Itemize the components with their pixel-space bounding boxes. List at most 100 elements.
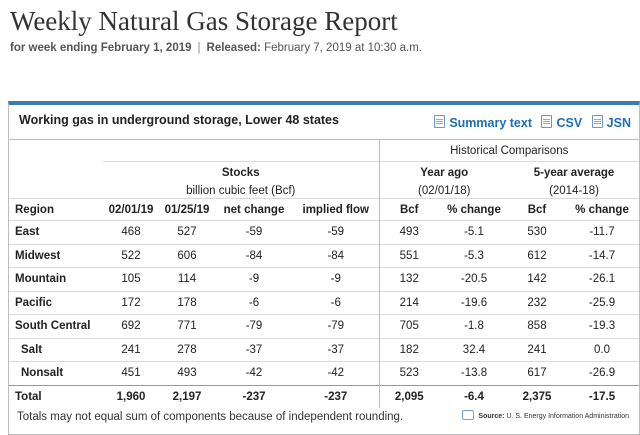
value-cell: -6	[215, 290, 293, 315]
value-cell: 493	[159, 361, 215, 385]
value-cell: -26.9	[565, 361, 639, 385]
value-cell: 172	[103, 290, 159, 315]
five-year-range: (2014-18)	[549, 184, 599, 197]
value-cell: -79	[293, 314, 379, 338]
value-cell: 527	[159, 220, 215, 244]
value-cell: -26.1	[565, 267, 639, 291]
document-icon	[591, 115, 603, 128]
value-cell: -59	[215, 220, 293, 244]
value-cell: -84	[215, 243, 293, 268]
value-cell: 2,375	[509, 384, 565, 408]
region-cell: East	[9, 220, 103, 244]
year-ago-header: Year ago	[378, 161, 509, 183]
table-row: Nonsalt 451 493 -42 -42 523 -13.8 617 -26.9	[9, 361, 639, 385]
value-cell: -84	[293, 243, 379, 268]
stocks-units: billion cubic feet (Bcf)	[186, 184, 296, 197]
value-cell: -13.8	[439, 361, 509, 385]
value-cell: 132	[378, 267, 439, 291]
value-cell: -37	[215, 337, 293, 362]
value-cell: 493	[378, 220, 439, 244]
table-row: Salt 241 278 -37 -37 182 32.4 241 0.0	[9, 337, 639, 362]
value-cell: -17.5	[565, 384, 639, 408]
table-row: Midwest 522 606 -84 -84 551 -5.3 612 -14.7	[9, 243, 639, 268]
value-cell: -6.4	[439, 384, 509, 408]
value-cell: 612	[509, 243, 565, 268]
document-icon	[541, 115, 553, 128]
column-header: % change	[565, 198, 639, 221]
historical-comparisons-header: Historical Comparisons	[378, 139, 639, 162]
csv-link[interactable]: CSV	[556, 116, 583, 130]
column-header: Bcf	[378, 198, 439, 221]
value-cell: 692	[103, 314, 159, 338]
separator: |	[197, 42, 201, 54]
region-cell: Mountain	[9, 267, 103, 291]
value-cell: 241	[509, 337, 565, 362]
storage-table: Historical Comparisons Stocks Year ago 5…	[9, 139, 639, 408]
source-credit: Source: U. S. Energy Information Adminis…	[462, 410, 629, 420]
table-row: Pacific 172 178 -6 -6 214 -19.6 232 -25.9	[9, 290, 639, 315]
value-cell: -59	[293, 220, 379, 244]
value-cell: 105	[103, 267, 159, 291]
table-row: South Central 692 771 -79 -79 705 -1.8 858 -19.3	[9, 314, 639, 338]
value-cell: -42	[293, 361, 379, 385]
page-title: Weekly Natural Gas Storage Report	[10, 6, 398, 36]
value-cell: 606	[159, 243, 215, 268]
value-cell: 705	[378, 314, 439, 338]
value-cell: -20.5	[439, 267, 509, 291]
value-cell: -237	[215, 384, 293, 408]
value-cell: 232	[509, 290, 565, 315]
storage-panel: Working gas in underground storage, Lowe…	[8, 101, 640, 435]
source-label: Source:	[478, 413, 505, 420]
value-cell: 241	[103, 337, 159, 362]
value-cell: 182	[378, 337, 439, 362]
value-cell: 858	[509, 314, 565, 338]
source-value: U. S. Energy Information Administration	[506, 413, 629, 420]
rounding-footnote: Totals may not equal sum of components b…	[17, 411, 404, 423]
value-cell: 551	[378, 243, 439, 268]
region-cell: Salt	[9, 337, 103, 362]
value-cell: -11.7	[565, 220, 639, 244]
column-header: 02/01/19	[103, 198, 159, 221]
value-cell: 142	[509, 267, 565, 291]
value-cell: 278	[159, 337, 215, 362]
summary-text-link[interactable]: Summary text	[449, 116, 532, 130]
value-cell: -237	[293, 384, 379, 408]
column-header: % change	[439, 198, 509, 221]
value-cell: 468	[103, 220, 159, 244]
table-row: Mountain 105 114 -9 -9 132 -20.5 142 -26.1	[9, 267, 639, 291]
region-cell: Total	[9, 384, 103, 408]
value-cell: -25.9	[565, 290, 639, 315]
column-header: Region	[9, 198, 103, 221]
value-cell: -6	[293, 290, 379, 315]
year-ago-date: (02/01/18)	[378, 183, 509, 199]
value-cell: 0.0	[565, 337, 639, 362]
region-cell: Midwest	[9, 243, 103, 268]
column-header: Bcf	[509, 198, 565, 221]
value-cell: 523	[378, 361, 439, 385]
value-cell: -5.3	[439, 243, 509, 268]
value-cell: -79	[215, 314, 293, 338]
value-cell: 451	[103, 361, 159, 385]
value-cell: 522	[103, 243, 159, 268]
value-cell: 2,095	[378, 384, 439, 408]
column-header: 01/25/19	[159, 198, 215, 221]
value-cell: -37	[293, 337, 379, 362]
region-cell: Pacific	[9, 290, 103, 315]
value-cell: -42	[215, 361, 293, 385]
stocks-header: Stocks	[103, 161, 379, 183]
value-cell: 114	[159, 267, 215, 291]
value-cell: 2,197	[159, 384, 215, 408]
document-icon	[434, 115, 446, 128]
value-cell: -9	[293, 267, 379, 291]
value-cell: 530	[509, 220, 565, 244]
value-cell: -14.7	[565, 243, 639, 268]
json-link[interactable]: JSN	[606, 116, 631, 130]
value-cell: -19.3	[565, 314, 639, 338]
column-header-row: Region 02/01/19 01/25/19 net change impl…	[9, 198, 639, 221]
panel-title: Working gas in underground storage, Lowe…	[19, 113, 339, 127]
column-header: net change	[215, 198, 293, 221]
value-cell: -9	[215, 267, 293, 291]
five-year-header: 5-year average	[509, 161, 639, 183]
region-cell: Nonsalt	[9, 361, 103, 385]
value-cell: -1.8	[439, 314, 509, 338]
